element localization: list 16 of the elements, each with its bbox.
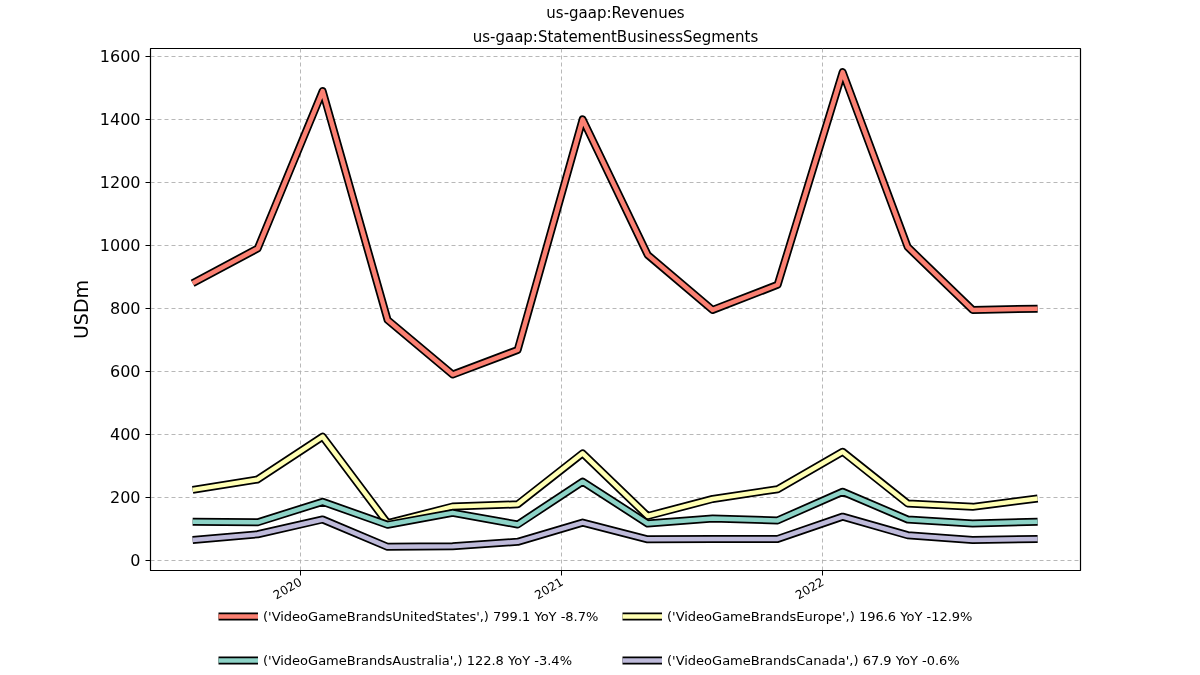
- y-tick-label: 0: [130, 551, 141, 571]
- y-tick-label: 1600: [99, 47, 141, 67]
- legend-label: ('VideoGameBrandsEurope',) 196.6 YoY -12.9%: [667, 608, 974, 624]
- y-tick-label: 200: [109, 488, 141, 508]
- legend-label: ('VideoGameBrandsUnitedStates',) 799.1 YoY -8.7%: [263, 608, 600, 624]
- y-tick-label: 1000: [99, 236, 141, 256]
- y-tick-label: 1400: [99, 110, 141, 130]
- chart-subtitle: us-gaap:StatementBusinessSegments: [472, 27, 759, 46]
- legend-label: ('VideoGameBrandsAustralia',) 122.8 YoY -3.4%: [263, 652, 573, 668]
- y-axis-title: USDm: [69, 279, 92, 340]
- y-tick-label: 1200: [99, 173, 141, 193]
- y-tick-label: 600: [109, 362, 141, 382]
- y-tick-label: 400: [109, 425, 141, 445]
- chart-title: us-gaap:Revenues: [546, 3, 685, 22]
- y-tick-label: 800: [109, 299, 141, 319]
- legend-label: ('VideoGameBrandsCanada',) 67.9 YoY -0.6%: [667, 652, 961, 668]
